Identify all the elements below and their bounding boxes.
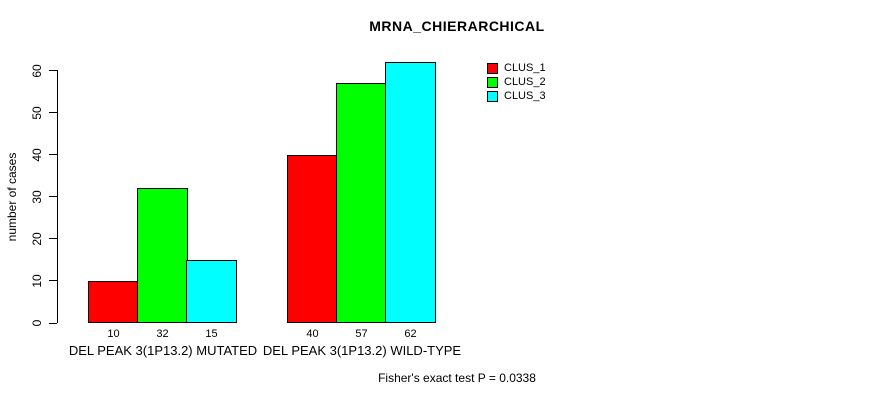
y-tick-label-text: 0 [30,319,44,327]
bar-value-label: 15 [205,328,218,340]
y-tick-mark [49,196,57,198]
bar-value-label: 10 [107,328,120,340]
legend-label-clus_3: CLUS_3 [504,90,546,102]
footer-note: Fisher's exact test P = 0.0338 [378,371,536,385]
x-axis-group-label: DEL PEAK 3(1P13.2) MUTATED [68,343,258,358]
bar-value-label: 32 [156,328,169,340]
bar-value-label: 57 [355,328,368,340]
legend-row-clus_2: CLUS_2 [487,75,546,89]
legend-label-clus_2: CLUS_2 [504,76,546,88]
bar-clus_3-group-2 [385,62,436,323]
bar-clus_1-group-2 [287,154,338,323]
bar-clus_3-group-1 [186,259,237,323]
bar-clus_2-group-2 [336,83,387,323]
y-tick-label-text: 50 [30,105,44,120]
legend-swatch-clus_1 [487,62,498,74]
y-tick-label-text: 20 [30,232,44,246]
legend-row-clus_1: CLUS_1 [487,61,546,75]
bar-value-label: 40 [306,328,319,340]
legend-row-clus_3: CLUS_3 [487,89,546,103]
y-tick-mark [49,154,57,156]
y-axis-title-text: number of cases [5,152,19,242]
y-tick-mark [49,322,57,324]
y-axis-line [57,70,58,323]
chart-title: MRNA_CHIERARCHICAL [369,18,545,34]
x-axis-group-label: DEL PEAK 3(1P13.2) WILD-TYPE [262,343,462,358]
y-tick-label-text: 30 [30,190,44,204]
y-tick-mark [49,70,57,71]
y-tick-label-text: 60 [30,63,44,78]
y-tick-label-text: 10 [30,274,44,288]
legend-label-clus_1: CLUS_1 [504,62,546,74]
bar-clus_1-group-1 [88,280,139,323]
legend-swatch-clus_2 [487,76,498,88]
y-tick-mark [49,280,57,282]
y-tick-mark [49,112,57,114]
y-tick-label-text: 40 [30,147,44,162]
bar-clus_2-group-1 [137,188,188,323]
legend: CLUS_1 CLUS_2 CLUS_3 [487,61,546,103]
y-tick-mark [49,238,57,240]
bar-value-label: 62 [404,328,417,340]
legend-swatch-clus_3 [487,90,498,102]
